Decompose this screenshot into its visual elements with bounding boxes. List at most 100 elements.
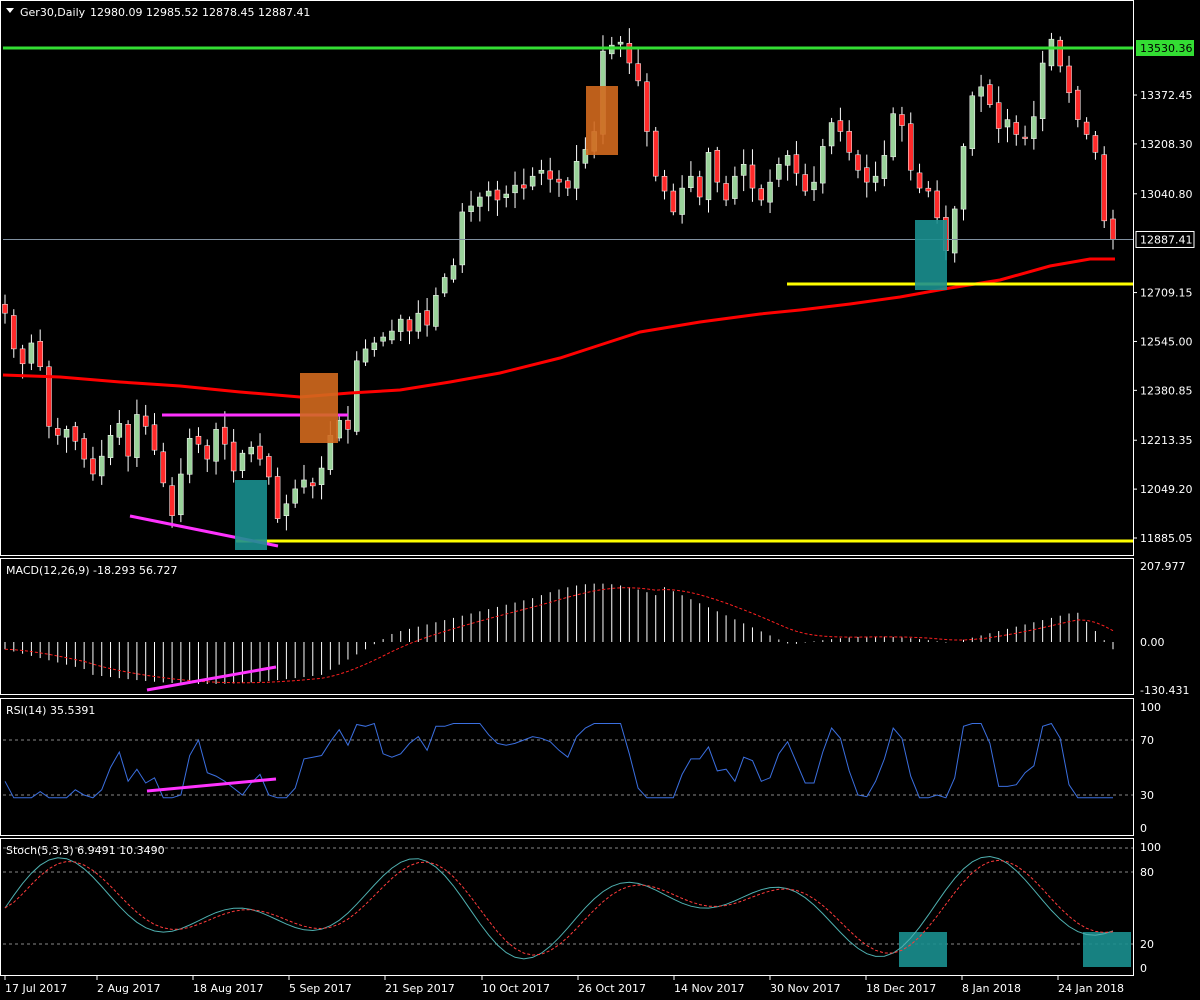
bear-candle bbox=[1013, 122, 1020, 135]
ohlc-header: 12980.09 12985.52 12878.45 12887.41 bbox=[90, 6, 310, 19]
date-tick-label: 18 Aug 2017 bbox=[193, 982, 263, 995]
bull-candle bbox=[512, 184, 518, 194]
bear-candle bbox=[257, 445, 263, 460]
bear-candle bbox=[151, 424, 158, 451]
highlight-box-orange bbox=[586, 86, 618, 155]
rsi-scale-label: 0 bbox=[1140, 822, 1147, 835]
date-tick-label: 24 Jan 2018 bbox=[1058, 982, 1124, 995]
price-tick-label: 12213.35 bbox=[1140, 434, 1193, 447]
date-tick-label: 5 Sep 2017 bbox=[289, 982, 352, 995]
macd-panel[interactable]: 207.977 0.00 -130.431 bbox=[0, 558, 1190, 698]
bull-candle bbox=[978, 86, 984, 97]
rsi-panel-frame bbox=[0, 698, 1134, 836]
bull-candle bbox=[292, 488, 298, 504]
price-tick-label: 13040.80 bbox=[1140, 188, 1193, 201]
date-tick-label: 10 Oct 2017 bbox=[482, 982, 550, 995]
price-tick-label: 12709.15 bbox=[1140, 287, 1193, 300]
bear-candle bbox=[222, 426, 228, 445]
date-tick-label: 8 Jan 2018 bbox=[962, 982, 1021, 995]
bull-candle bbox=[28, 342, 35, 364]
bull-candle bbox=[767, 181, 773, 203]
macd-signal-line bbox=[4, 587, 1114, 684]
bull-candle bbox=[582, 149, 589, 164]
bull-candle bbox=[134, 414, 140, 458]
bear-candle bbox=[899, 114, 905, 126]
bull-candle bbox=[732, 175, 738, 199]
bull-candle bbox=[397, 318, 404, 332]
symbol-header: Ger30,Daily bbox=[20, 6, 86, 19]
macd-scale-label: 207.977 bbox=[1140, 560, 1186, 573]
main-panel[interactable]: 13372.45 13208.30 13040.80 12709.15 12545.00… bbox=[0, 0, 1195, 556]
bear-candle bbox=[864, 167, 870, 183]
highlight-box-orange bbox=[300, 373, 338, 443]
bear-candle bbox=[855, 154, 861, 171]
bear-candle bbox=[274, 476, 281, 519]
rsi-scale-label: 70 bbox=[1140, 734, 1154, 747]
rsi-panel[interactable]: 100 70 30 0 bbox=[0, 698, 1162, 836]
bull-candle bbox=[477, 196, 483, 207]
bear-candle bbox=[802, 174, 808, 192]
bull-candle bbox=[679, 187, 685, 215]
bull-candle bbox=[688, 175, 694, 189]
bull-candle bbox=[969, 95, 976, 150]
stoch-scale-label: 20 bbox=[1140, 938, 1154, 951]
bear-candle bbox=[916, 172, 923, 189]
bear-candle bbox=[1092, 135, 1099, 153]
bear-candle bbox=[925, 187, 932, 192]
stoch-panel[interactable]: 100 80 20 0 bbox=[0, 838, 1162, 976]
bull-candle bbox=[705, 152, 712, 201]
bear-candle bbox=[670, 190, 677, 213]
bull-candle bbox=[776, 164, 782, 180]
bear-candle bbox=[1022, 136, 1028, 139]
price-tick-label: 12380.85 bbox=[1140, 384, 1193, 397]
bear-candle bbox=[55, 428, 61, 436]
stoch-label: Stoch(5,3,3) 6.9491 10.3490 bbox=[6, 844, 165, 857]
bear-candle bbox=[266, 456, 272, 478]
stoch-scale-label: 0 bbox=[1140, 962, 1147, 975]
bear-candle bbox=[793, 154, 800, 174]
price-tick-label: 12545.00 bbox=[1140, 335, 1193, 348]
bull-candle bbox=[301, 479, 307, 488]
bull-candle bbox=[1039, 62, 1046, 119]
dropdown-triangle-icon[interactable] bbox=[6, 8, 14, 13]
bull-candle bbox=[353, 360, 360, 432]
stoch-scale-label: 80 bbox=[1140, 866, 1154, 879]
rsi-scale-label: 30 bbox=[1140, 789, 1154, 802]
stoch-highlight-box bbox=[1083, 932, 1131, 967]
macd-panel-frame bbox=[0, 558, 1134, 695]
bear-candle bbox=[1110, 218, 1116, 240]
rsi-divergence-trendline bbox=[146, 777, 277, 793]
date-tick-label: 17 Jul 2017 bbox=[5, 982, 67, 995]
bear-candle bbox=[310, 482, 316, 487]
bear-candle bbox=[635, 63, 641, 82]
date-tick-label: 2 Aug 2017 bbox=[97, 982, 160, 995]
bear-candle bbox=[846, 131, 852, 153]
bear-candle bbox=[204, 445, 211, 460]
bear-candle bbox=[142, 415, 149, 427]
bear-candle bbox=[995, 102, 1002, 129]
bull-candle bbox=[98, 455, 105, 477]
bear-candle bbox=[1075, 89, 1081, 120]
date-tick-label: 30 Nov 2017 bbox=[770, 982, 840, 995]
bull-candle bbox=[459, 211, 466, 266]
stoch-panel-frame bbox=[0, 838, 1134, 976]
bear-candle bbox=[494, 189, 501, 201]
highlight-box-teal bbox=[915, 220, 947, 290]
bull-candle bbox=[362, 348, 369, 363]
bear-candle bbox=[11, 315, 17, 350]
bear-candle bbox=[714, 150, 721, 183]
bear-candle bbox=[424, 310, 430, 326]
bear-candle bbox=[406, 319, 413, 332]
highlight-box-teal bbox=[235, 480, 267, 550]
price-tick-label: 12049.20 bbox=[1140, 483, 1193, 496]
bull-candle bbox=[239, 452, 246, 471]
bull-candle bbox=[371, 342, 378, 351]
bear-candle bbox=[644, 81, 650, 132]
bear-candle bbox=[626, 43, 633, 64]
bear-candle bbox=[907, 123, 914, 171]
date-tick-label: 18 Dec 2017 bbox=[866, 982, 936, 995]
current-price-tag bbox=[1135, 230, 1195, 248]
rsi-line bbox=[4, 722, 1113, 799]
bull-candle bbox=[881, 155, 888, 179]
